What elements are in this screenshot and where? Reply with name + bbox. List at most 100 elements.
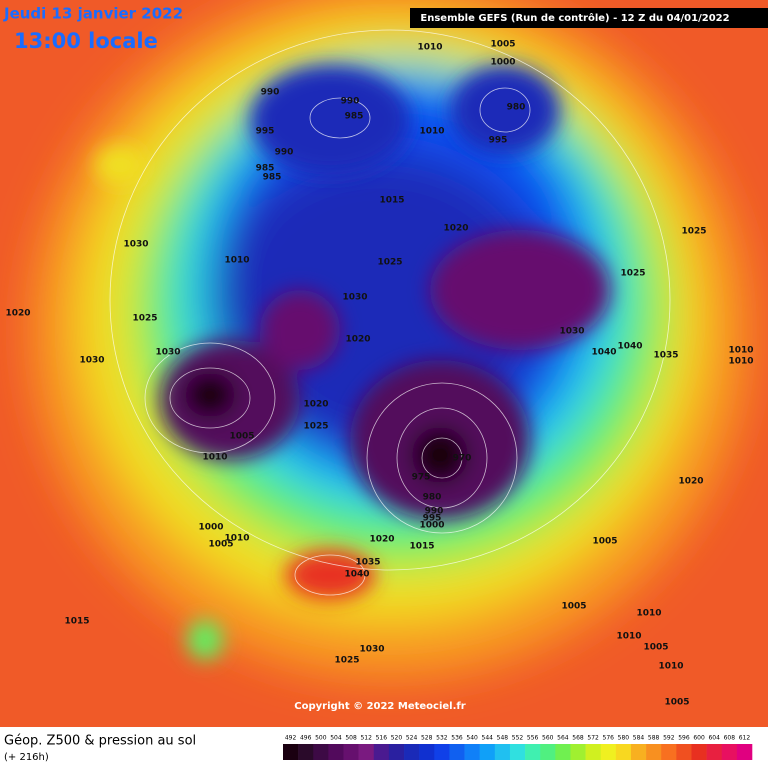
isobar-label: 1020 [303, 400, 328, 410]
isobar-label: 1000 [198, 523, 223, 533]
date: Jeudi 13 janvier 2022 [3, 5, 183, 23]
isobar-label: 995 [256, 127, 275, 137]
isobar-label: 1005 [664, 698, 689, 708]
isobar-label: 1025 [681, 227, 706, 237]
run: Ensemble GEFS (Run de contrôle) - 12 Z d… [420, 12, 729, 24]
colorbar-swatch [706, 744, 723, 760]
colorbar-swatch [570, 744, 586, 760]
isobar-label: 1040 [591, 348, 616, 358]
isobar-label: 1030 [155, 348, 180, 358]
isobar-label: 1025 [334, 656, 359, 666]
isobar-label: 1020 [678, 477, 703, 487]
isobar-label: 970 [453, 454, 472, 464]
isobar-label: 1005 [643, 643, 668, 653]
colorbar-swatch [313, 744, 329, 760]
copyright: Copyright © 2022 Meteociel.fr [294, 701, 465, 712]
colorbar-swatch [721, 744, 738, 760]
colorbar-tick: 604 [708, 735, 720, 742]
colorbar-swatch [449, 744, 465, 760]
isobar-label: 1010 [224, 256, 249, 266]
isobar-label: 1000 [419, 521, 444, 531]
isobar-label: 990 [341, 97, 360, 107]
isobar-label: 1005 [561, 602, 586, 612]
colorbar-swatch [373, 744, 390, 760]
colorbar-tick: 520 [391, 735, 403, 742]
isobar-label: 1025 [132, 314, 157, 324]
colorbar-tick: 612 [739, 735, 751, 742]
colorbar-tick: 544 [482, 735, 494, 742]
colorbar-tick: 516 [376, 735, 388, 742]
colorbar-tick: 572 [587, 735, 599, 742]
colorbar-tick: 600 [693, 735, 705, 742]
colorbar-swatch [525, 744, 541, 760]
colorbar-swatch [646, 744, 662, 760]
isobar-label: 1035 [355, 558, 380, 568]
colorbar-swatch [388, 744, 405, 760]
isobar-label: 1030 [79, 356, 104, 366]
colorbar-tick: 548 [497, 735, 509, 742]
isobar-label: 1010 [728, 346, 753, 356]
isobar-label: 980 [423, 493, 442, 503]
isobar-label: 975 [412, 473, 431, 483]
isobar-label: 990 [261, 88, 280, 98]
isobar-label: 1030 [342, 293, 367, 303]
colorbar-tick: 584 [633, 735, 645, 742]
isobar-label: 1025 [377, 258, 402, 268]
isobar-label: 995 [423, 514, 442, 524]
colorbar-swatch [494, 744, 511, 760]
isobar-label: 990 [425, 507, 444, 517]
isobar-label: 1010 [202, 453, 227, 463]
colorbar-tick: 592 [663, 735, 675, 742]
colorbar-swatch [419, 744, 435, 760]
colorbar-tick: 580 [618, 735, 630, 742]
colorbar-swatch [298, 744, 314, 760]
isobar-label: 1010 [636, 609, 661, 619]
colorbar-swatch [585, 744, 602, 760]
isobar-label: 1025 [303, 422, 328, 432]
colorbar-tick: 500 [315, 735, 327, 742]
colorbar-tick: 504 [330, 735, 342, 742]
colorbar-swatch [661, 744, 677, 760]
isobar-label: 1020 [345, 335, 370, 345]
colorbar-swatch [630, 744, 647, 760]
colorbar-tick: 588 [648, 735, 660, 742]
isobar-label: 980 [507, 103, 526, 113]
colorbar-tick: 528 [421, 735, 433, 742]
isobar-label: 995 [489, 136, 508, 146]
run-box [410, 8, 768, 28]
time: 13:00 locale [14, 29, 158, 53]
isobar-label: 1005 [229, 432, 254, 442]
isobar-label: 1010 [224, 534, 249, 544]
isobar-label: 1020 [5, 309, 30, 319]
colorbar-tick: 560 [542, 735, 554, 742]
colorbar-tick: 608 [724, 735, 736, 742]
isobar-label: 985 [256, 164, 275, 174]
isobar-label: 1020 [369, 535, 394, 545]
colorbar-tick: 568 [572, 735, 584, 742]
colorbar-tick: 556 [527, 735, 539, 742]
colorbar-tick: 540 [466, 735, 478, 742]
colorbar-swatch [434, 744, 450, 760]
isobar-label: 1005 [592, 537, 617, 547]
colorbar-swatch [676, 744, 692, 760]
footer-lead: (+ 216h) [4, 752, 49, 763]
colorbar-swatch [343, 744, 359, 760]
isobar-label: 1010 [658, 662, 683, 672]
colorbar-swatch [328, 744, 344, 760]
colorbar-tick: 492 [285, 735, 297, 742]
isobar-label: 1030 [559, 327, 584, 337]
isobar-label: 1040 [617, 342, 642, 352]
isobar-label: 1025 [620, 269, 645, 279]
isobar-label: 1005 [208, 540, 233, 550]
isobar-label: 985 [345, 112, 364, 122]
colorbar-tick: 536 [451, 735, 463, 742]
isobar-label: 1015 [64, 617, 89, 627]
isobar-label: 1005 [490, 40, 515, 50]
isobar-label: 1000 [490, 58, 515, 68]
colorbar-swatch [555, 744, 571, 760]
colorbar-swatch [509, 744, 526, 760]
footer-title: Géop. Z500 & pression au sol [4, 734, 196, 749]
colorbar-tick: 532 [436, 735, 448, 742]
colorbar-tick: 524 [406, 735, 418, 742]
